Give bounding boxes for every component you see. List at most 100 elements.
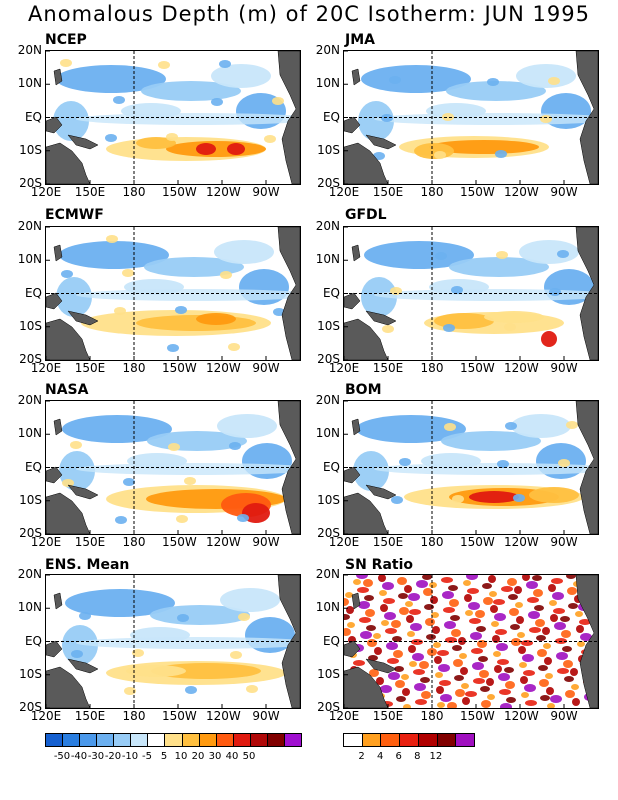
lat-label: 10N	[315, 76, 340, 91]
lon-label: 180	[122, 361, 146, 375]
ratio-spot	[460, 667, 468, 675]
lat-label: 10N	[17, 76, 42, 91]
ratio-spot	[508, 594, 518, 600]
lon-label: 150W	[460, 185, 495, 199]
anomaly-spot	[237, 514, 249, 522]
ratio-spot	[347, 622, 355, 628]
americas-land	[277, 227, 300, 360]
anomaly-spot	[238, 613, 250, 621]
lon-label: 90W	[252, 361, 280, 375]
ratio-spot	[489, 591, 497, 597]
anomaly-spot	[211, 98, 223, 106]
equatorial-band	[76, 463, 300, 475]
ratio-spot	[580, 633, 592, 641]
australia-land	[46, 318, 91, 360]
lat-label: 20S	[317, 176, 340, 190]
lat-label: EQ	[24, 109, 42, 124]
ratio-spot	[464, 594, 472, 602]
ratio-spot	[528, 611, 540, 619]
lon-label: 120W	[504, 185, 539, 199]
americas-land	[277, 401, 300, 534]
ratio-spot	[380, 604, 388, 612]
anomaly-spot	[176, 515, 188, 523]
ratio-spot	[463, 580, 471, 586]
lat-label: 10S	[19, 142, 42, 157]
ratio-spot	[548, 584, 556, 592]
anomaly-colorbar-tick: 5	[160, 751, 168, 762]
anomaly-spot	[558, 459, 570, 467]
indonesia-land	[344, 116, 361, 134]
panel-title-ecmwf: ECMWF	[45, 207, 104, 223]
lat-label: 20N	[17, 43, 42, 57]
ratio-spot	[443, 607, 455, 613]
ratio-spot	[532, 575, 542, 581]
lon-label: 150W	[162, 185, 197, 199]
warm-anomaly-blob	[469, 491, 519, 503]
ratio-spot	[436, 686, 444, 694]
ratio-spot	[373, 633, 381, 639]
ratio-spot	[388, 672, 400, 680]
ratio-spot	[376, 677, 384, 685]
anomaly-spot	[505, 422, 517, 430]
anomaly-colorbar-tick: 50	[242, 751, 256, 762]
ratio-spot	[465, 691, 477, 697]
ratio-spot	[525, 700, 537, 706]
ratio-spot	[482, 583, 492, 589]
map-gfdl	[343, 226, 599, 361]
ratio-spot	[523, 670, 535, 676]
ratio-spot	[393, 650, 403, 658]
ratio-spot	[562, 646, 572, 652]
ratio-spot	[401, 674, 409, 680]
ratio-spot	[563, 660, 573, 668]
anomaly-color-swatch	[114, 734, 132, 746]
lat-label: EQ	[24, 633, 42, 648]
cool-anomaly-blob	[446, 81, 546, 101]
lon-label: 120W	[206, 535, 241, 549]
ratio-spot	[437, 650, 449, 656]
new-guinea-land	[365, 310, 397, 326]
ratio-spot	[419, 661, 429, 669]
cool-anomaly-blob	[449, 257, 549, 277]
ratio-spot	[408, 645, 416, 653]
ratio-spot	[567, 587, 577, 595]
ratio-spot	[363, 579, 373, 587]
ratio-spot	[450, 615, 460, 621]
new-guinea-land	[365, 658, 397, 674]
lon-label: 150E	[372, 185, 404, 199]
ratio-spot	[473, 678, 485, 684]
ratio-spot	[455, 689, 465, 697]
cool-anomaly-blob	[361, 277, 397, 317]
lon-label: 90W	[550, 709, 578, 723]
new-guinea-land	[67, 658, 99, 674]
ratio-color-swatch	[400, 734, 419, 746]
australia-land	[46, 142, 91, 184]
ratio-color-swatch	[456, 734, 475, 746]
ratio-colorbar-tick: 8	[414, 751, 421, 762]
ratio-spot	[412, 653, 424, 661]
americas-land	[575, 575, 598, 708]
lat-label: EQ	[322, 285, 340, 300]
anomaly-spot	[105, 134, 117, 142]
lat-label: 10S	[317, 666, 340, 681]
ratio-spot	[542, 627, 550, 635]
ratio-spot	[468, 602, 480, 610]
ratio-spot	[346, 606, 354, 614]
lon-label: 90W	[252, 185, 280, 199]
lon-label: 150W	[162, 709, 197, 723]
ratio-spot	[353, 579, 361, 585]
ratio-spot	[432, 626, 440, 634]
cool-anomaly-blob	[441, 431, 541, 451]
americas-land	[277, 51, 300, 184]
map-field	[344, 575, 598, 708]
ratio-spot	[410, 623, 422, 631]
anomaly-colorbar-tick: -10	[121, 751, 139, 762]
anomaly-spot	[487, 78, 499, 86]
ratio-spot	[435, 672, 443, 678]
ratio-spot	[579, 619, 591, 625]
anomaly-color-swatch	[80, 734, 98, 746]
lat-label: 20N	[17, 219, 42, 233]
ratio-spot	[448, 585, 458, 591]
anomaly-spot	[435, 252, 447, 260]
ratio-spot	[538, 665, 548, 671]
anomaly-color-swatch	[97, 734, 115, 746]
